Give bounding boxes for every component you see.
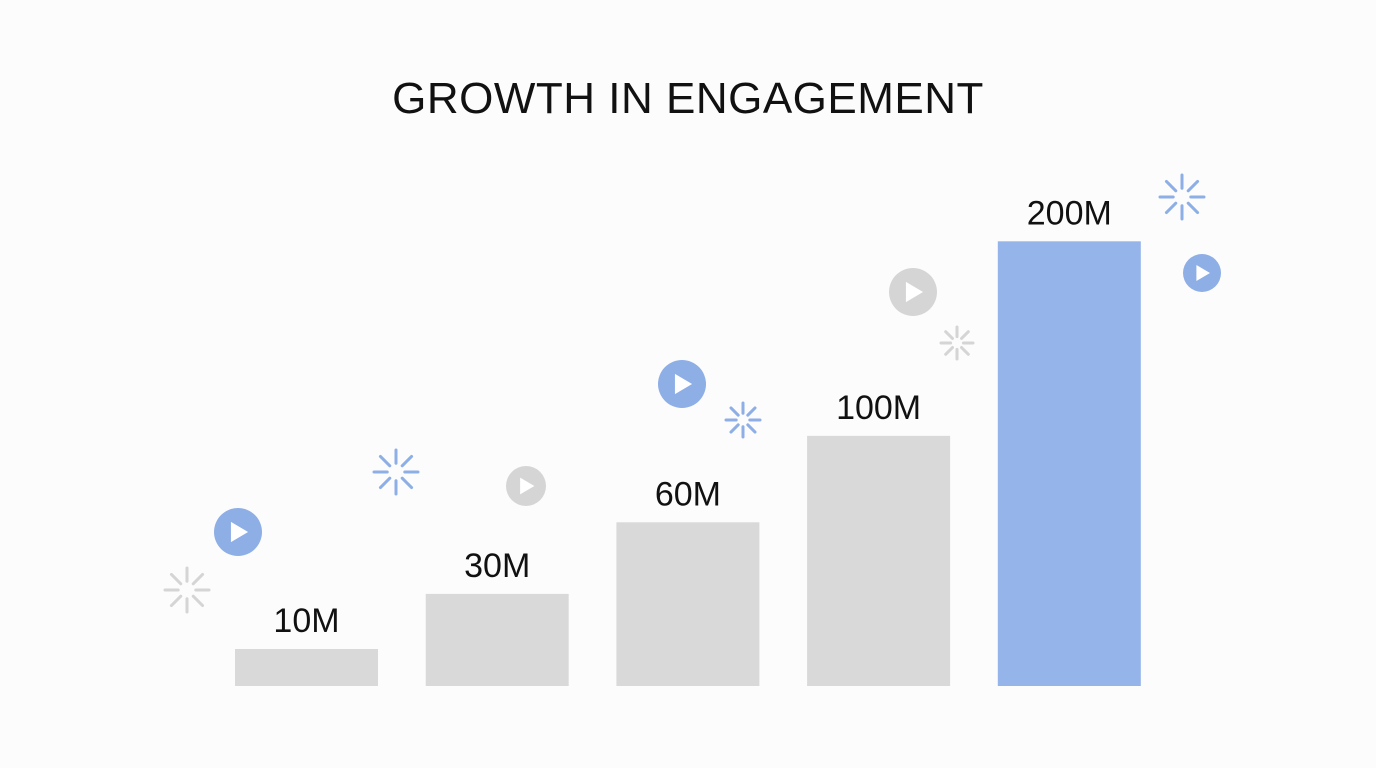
sparkle-icon xyxy=(939,325,975,361)
play-icon xyxy=(1183,254,1221,292)
data-label: 60M xyxy=(655,475,721,513)
play-icon xyxy=(889,268,937,316)
sparkle-icon xyxy=(724,401,762,439)
play-icon xyxy=(658,360,706,408)
sparkle-icon xyxy=(1158,173,1206,221)
bar xyxy=(235,649,378,686)
play-icon xyxy=(506,466,546,506)
play-icon xyxy=(214,508,262,556)
data-label: 30M xyxy=(464,547,530,585)
bar xyxy=(616,522,760,686)
data-label: 100M xyxy=(836,389,921,427)
chart-title: GROWTH IN ENGAGEMENT xyxy=(392,74,984,123)
bar xyxy=(425,593,569,686)
bar xyxy=(807,435,951,686)
sparkle-icon xyxy=(372,448,420,496)
bar xyxy=(997,241,1141,686)
data-label: 200M xyxy=(1027,194,1112,232)
data-label: 10M xyxy=(273,602,339,640)
sparkle-icon xyxy=(163,566,211,614)
